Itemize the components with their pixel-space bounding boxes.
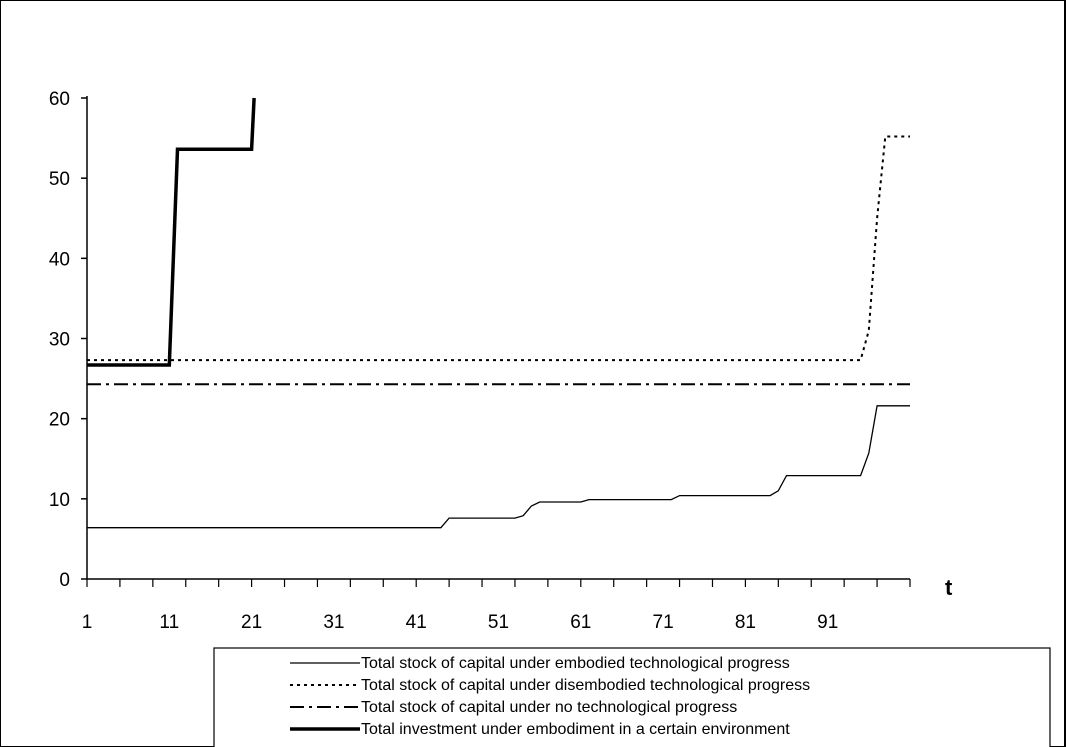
legend-label-3: Total stock of capital under no technolo… bbox=[361, 699, 737, 716]
x-tick-label: 1 bbox=[82, 612, 93, 633]
legend-label-4: Total investment under embodiment in a c… bbox=[361, 721, 790, 738]
x-axis-label: t bbox=[945, 575, 953, 600]
y-tick-label: 30 bbox=[49, 330, 70, 351]
y-tick-label: 20 bbox=[49, 410, 70, 431]
series-line-2 bbox=[87, 135, 910, 362]
x-tick-label: 61 bbox=[570, 612, 591, 633]
y-tick-label: 50 bbox=[49, 169, 70, 190]
x-tick-label: 31 bbox=[323, 612, 344, 633]
x-tick-label: 41 bbox=[406, 612, 427, 633]
x-tick-label: 21 bbox=[241, 612, 262, 633]
x-tick-label: 51 bbox=[488, 612, 509, 633]
legend-label-1: Total stock of capital under embodied te… bbox=[361, 655, 790, 672]
y-tick-label: 40 bbox=[49, 249, 70, 270]
x-tick-label: 81 bbox=[735, 612, 756, 633]
series-line-4 bbox=[87, 97, 256, 367]
legend-label-2: Total stock of capital under disembodied… bbox=[361, 677, 810, 694]
y-tick-label: 60 bbox=[49, 89, 70, 110]
y-tick-label: 0 bbox=[59, 570, 70, 591]
x-tick-label: 11 bbox=[159, 612, 179, 633]
y-tick-label: 10 bbox=[49, 490, 70, 511]
x-tick-label: 71 bbox=[653, 612, 674, 633]
series-line-1 bbox=[87, 405, 910, 529]
x-tick-label: 91 bbox=[817, 612, 838, 633]
